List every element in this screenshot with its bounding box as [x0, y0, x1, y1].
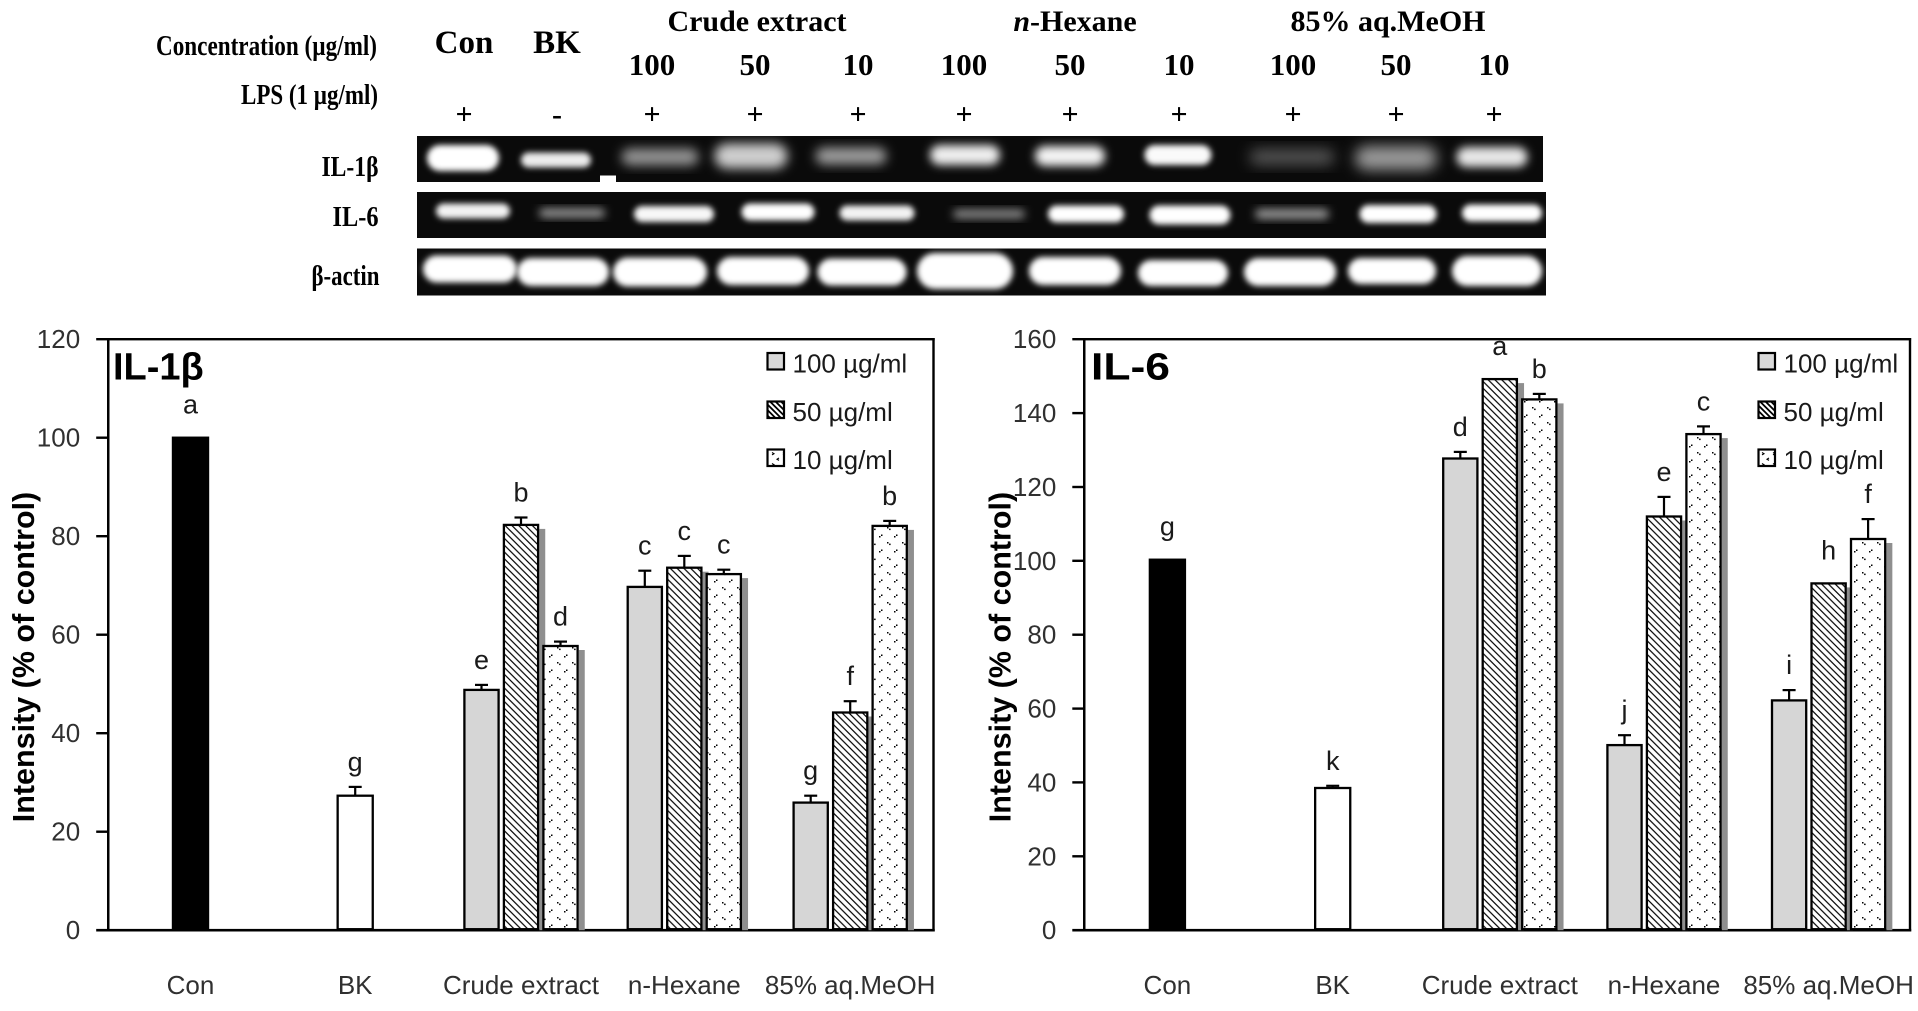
- svg-text:n-Hexane: n-Hexane: [1608, 970, 1721, 1000]
- svg-text:80: 80: [51, 521, 80, 551]
- svg-text:85% aq.MeOH: 85% aq.MeOH: [765, 970, 936, 1000]
- svg-text:20: 20: [51, 817, 80, 847]
- svg-text:160: 160: [1013, 324, 1056, 354]
- svg-text:d: d: [1453, 412, 1468, 442]
- svg-text:IL-6: IL-6: [333, 202, 379, 233]
- svg-text:β-actin: β-actin: [312, 261, 380, 292]
- svg-text:60: 60: [51, 620, 80, 650]
- svg-text:120: 120: [37, 324, 80, 354]
- svg-text:+: +: [1284, 98, 1301, 131]
- svg-text:n-Hexane: n-Hexane: [628, 970, 741, 1000]
- svg-text:+: +: [1061, 98, 1078, 131]
- svg-text:c: c: [717, 530, 731, 560]
- svg-text:IL-1β: IL-1β: [113, 347, 204, 389]
- svg-text:140: 140: [1013, 398, 1056, 428]
- svg-text:-: -: [552, 98, 562, 131]
- svg-text:100: 100: [629, 47, 676, 82]
- svg-text:c: c: [638, 531, 652, 561]
- svg-text:10: 10: [1164, 47, 1195, 82]
- svg-text:BK: BK: [338, 970, 373, 1000]
- svg-text:LPS (1 µg/ml): LPS (1 µg/ml): [241, 80, 378, 111]
- svg-text:40: 40: [51, 718, 80, 748]
- svg-text:100 µg/ml: 100 µg/ml: [793, 349, 908, 379]
- svg-text:Intensity (% of control): Intensity (% of control): [7, 492, 41, 822]
- svg-text:100: 100: [941, 47, 988, 82]
- svg-text:10: 10: [1479, 47, 1510, 82]
- svg-text:h: h: [1821, 535, 1836, 565]
- svg-text:IL-6: IL-6: [1091, 347, 1170, 389]
- svg-text:+: +: [643, 98, 660, 131]
- svg-text:Crude extract: Crude extract: [443, 970, 600, 1000]
- svg-text:50 µg/ml: 50 µg/ml: [1784, 397, 1884, 427]
- svg-text:50 µg/ml: 50 µg/ml: [793, 397, 893, 427]
- svg-text:k: k: [1326, 746, 1340, 776]
- svg-text:+: +: [455, 98, 472, 131]
- svg-text:10 µg/ml: 10 µg/ml: [793, 445, 893, 475]
- svg-text:Crude extract: Crude extract: [667, 5, 846, 38]
- svg-text:Con: Con: [167, 970, 215, 1000]
- svg-text:g: g: [348, 747, 363, 777]
- svg-text:80: 80: [1027, 620, 1056, 650]
- svg-text:a: a: [1492, 331, 1508, 361]
- svg-text:b: b: [1532, 354, 1547, 384]
- svg-text:10: 10: [843, 47, 874, 82]
- svg-text:Intensity (% of control): Intensity (% of control): [983, 492, 1017, 822]
- svg-text:e: e: [1656, 457, 1671, 487]
- svg-text:85% aq.MeOH: 85% aq.MeOH: [1291, 5, 1486, 38]
- svg-text:a: a: [183, 390, 199, 420]
- svg-text:j: j: [1621, 695, 1628, 725]
- svg-text:+: +: [746, 98, 763, 131]
- svg-text:c: c: [1697, 386, 1711, 416]
- svg-text:Crude extract: Crude extract: [1422, 970, 1579, 1000]
- svg-text:10 µg/ml: 10 µg/ml: [1784, 445, 1884, 475]
- svg-text:d: d: [553, 602, 568, 632]
- svg-text:+: +: [1387, 98, 1404, 131]
- svg-text:i: i: [1786, 650, 1792, 680]
- svg-text:50: 50: [1055, 47, 1086, 82]
- svg-text:e: e: [474, 645, 489, 675]
- svg-text:0: 0: [1042, 915, 1056, 945]
- svg-text:BK: BK: [533, 25, 581, 61]
- svg-text:g: g: [803, 756, 818, 786]
- svg-text:100: 100: [1270, 47, 1317, 82]
- svg-text:50: 50: [740, 47, 771, 82]
- svg-text:Con: Con: [435, 25, 494, 61]
- svg-text:BK: BK: [1315, 970, 1350, 1000]
- svg-text:+: +: [849, 98, 866, 131]
- svg-text:100 µg/ml: 100 µg/ml: [1784, 349, 1899, 379]
- svg-text:20: 20: [1027, 841, 1056, 871]
- svg-text:Concentration (µg/ml): Concentration (µg/ml): [156, 31, 377, 62]
- svg-text:+: +: [955, 98, 972, 131]
- svg-text:f: f: [1864, 479, 1872, 509]
- svg-text:85% aq.MeOH: 85% aq.MeOH: [1743, 970, 1914, 1000]
- svg-text:Con: Con: [1144, 970, 1192, 1000]
- svg-text:100: 100: [1013, 546, 1056, 576]
- svg-text:0: 0: [66, 915, 80, 945]
- svg-text:f: f: [846, 661, 854, 691]
- svg-text:+: +: [1485, 98, 1502, 131]
- svg-text:b: b: [882, 481, 897, 511]
- svg-text:g: g: [1160, 512, 1175, 542]
- svg-text:40: 40: [1027, 768, 1056, 798]
- svg-text:+: +: [1170, 98, 1187, 131]
- svg-text:b: b: [513, 478, 528, 508]
- svg-text:50: 50: [1381, 47, 1412, 82]
- svg-text:IL-1β: IL-1β: [322, 152, 379, 183]
- svg-text:120: 120: [1013, 472, 1056, 502]
- svg-text:100: 100: [37, 423, 80, 453]
- svg-text:n-Hexane: n-Hexane: [1013, 5, 1136, 38]
- svg-text:c: c: [678, 516, 692, 546]
- svg-text:60: 60: [1027, 694, 1056, 724]
